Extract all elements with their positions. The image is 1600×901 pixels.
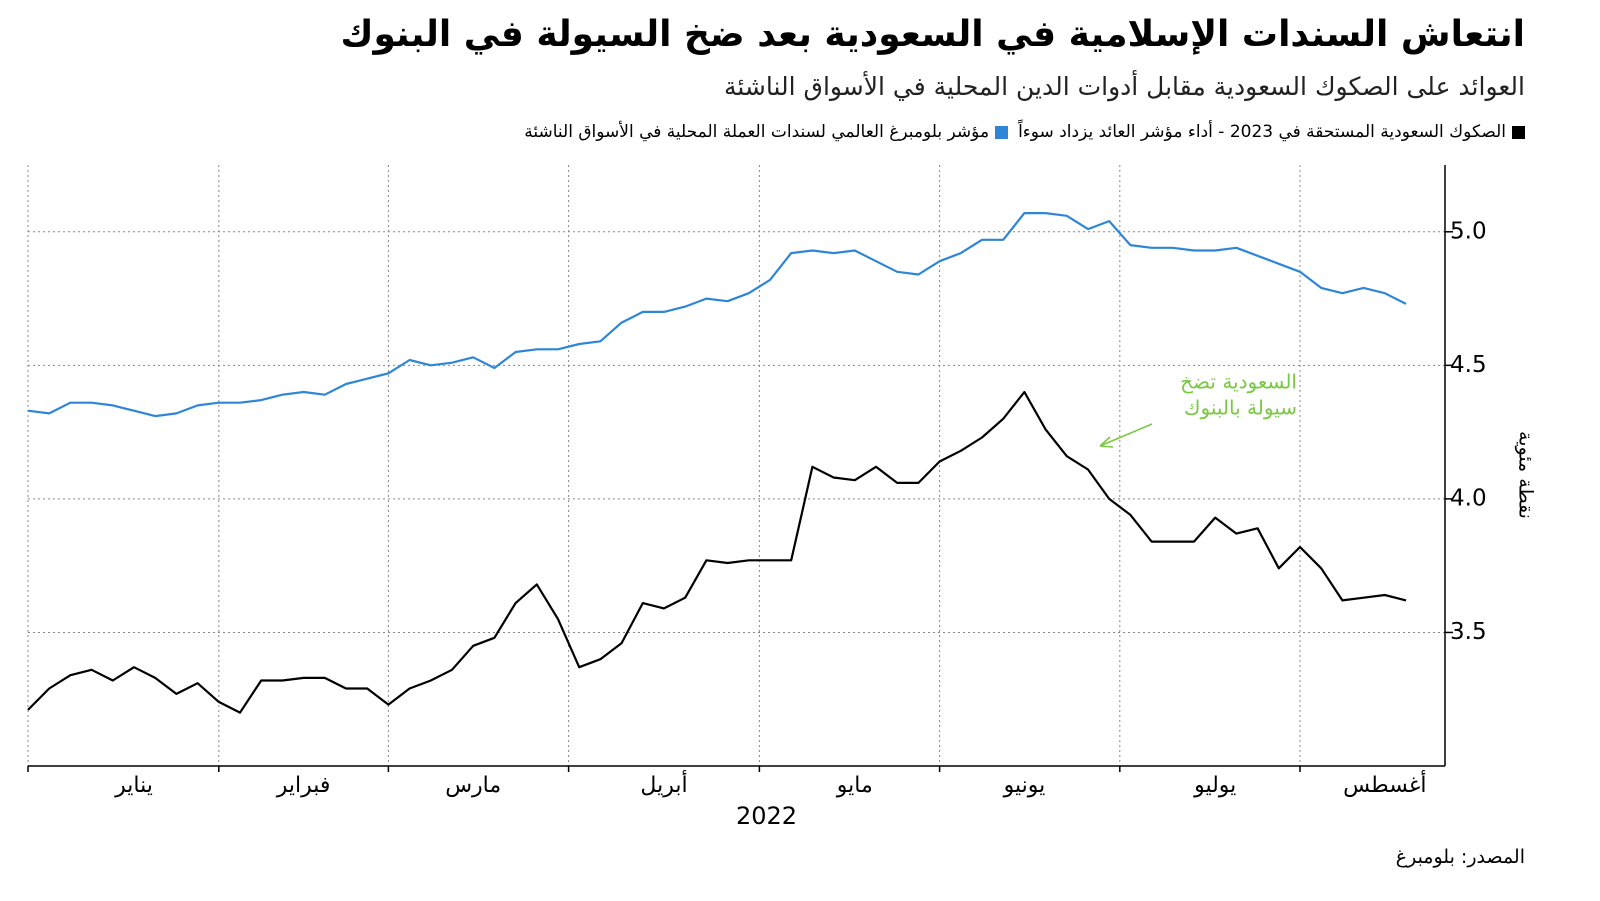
- annotation-text: السعودية تضخ: [1180, 370, 1297, 394]
- x-tick-label: مايو: [836, 773, 873, 798]
- x-tick-label: يوليو: [1193, 773, 1236, 798]
- series-line: [27, 390, 1407, 714]
- x-tick-label: فبراير: [276, 773, 331, 798]
- y-axis-label: نقطة مئوية: [1515, 431, 1537, 519]
- y-tick-label: 4.0: [1450, 485, 1487, 511]
- x-tick-label: أغسطس: [1343, 770, 1426, 798]
- series-line: [27, 212, 1407, 418]
- legend-swatch: [1512, 125, 1525, 139]
- legend: الصكوك السعودية المستحقة في 2023 - أداء …: [524, 122, 1525, 142]
- y-tick-label: 4.5: [1450, 352, 1487, 378]
- legend-label: مؤشر بلومبرغ العالمي لسندات العملة المحل…: [524, 122, 990, 142]
- y-tick-label: 5.0: [1450, 218, 1487, 244]
- legend-swatch: [995, 125, 1009, 139]
- legend-item: الصكوك السعودية المستحقة في 2023 - أداء …: [1018, 122, 1525, 142]
- x-tick-label: يونيو: [1003, 773, 1046, 798]
- legend-item: مؤشر بلومبرغ العالمي لسندات العملة المحل…: [524, 122, 1009, 142]
- x-axis-label: 2022: [736, 802, 797, 830]
- annotation-arrow: [1099, 423, 1153, 448]
- x-tick-label: مارس: [445, 773, 501, 798]
- chart-subtitle: العوائد على الصكوك السعودية مقابل أدوات …: [723, 72, 1525, 101]
- source: المصدر: بلومبرغ: [1395, 846, 1525, 868]
- x-tick-label: يناير: [114, 773, 153, 798]
- legend-label: الصكوك السعودية المستحقة في 2023 - أداء …: [1018, 122, 1506, 142]
- chart-title: انتعاش السندات الإسلامية في السعودية بعد…: [340, 14, 1525, 55]
- y-tick-label: 3.5: [1450, 619, 1487, 645]
- x-tick-label: أبريل: [640, 770, 687, 798]
- annotation-text: سيولة بالبنوك: [1184, 396, 1297, 420]
